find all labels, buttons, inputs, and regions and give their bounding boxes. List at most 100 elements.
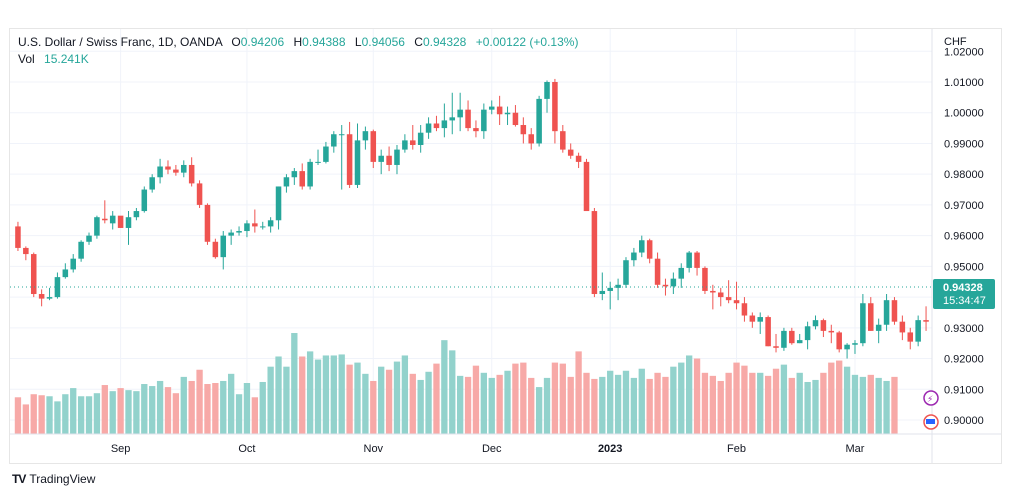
candle-body bbox=[141, 189, 148, 212]
candle-body bbox=[678, 267, 685, 279]
candle-body bbox=[196, 183, 203, 205]
candle-body bbox=[267, 220, 274, 227]
volume-label[interactable]: Vol bbox=[18, 52, 35, 66]
volume-bar bbox=[528, 377, 535, 434]
volume-bar bbox=[488, 377, 495, 434]
candle-body bbox=[133, 211, 140, 218]
candle-body bbox=[212, 241, 219, 258]
price-tick-label: 1.02000 bbox=[944, 46, 984, 58]
price-axis[interactable]: 1.02000 1.01000 1.00000 0.99000 0.98000 0.970… bbox=[944, 46, 984, 427]
volume-bar bbox=[54, 401, 61, 434]
candle-body bbox=[331, 134, 337, 147]
candle-body bbox=[354, 140, 361, 185]
candle-body bbox=[299, 171, 305, 187]
volume-bar bbox=[583, 372, 590, 434]
volume-bar bbox=[30, 394, 37, 434]
volume-bar bbox=[685, 355, 693, 434]
volume-bar bbox=[425, 371, 432, 434]
volume-bar bbox=[417, 379, 424, 434]
candle-body bbox=[804, 326, 811, 341]
candle-body bbox=[781, 330, 787, 348]
candle-body bbox=[125, 217, 132, 228]
time-tick-label: Feb bbox=[727, 443, 746, 455]
candle-body bbox=[252, 223, 258, 227]
candle-body bbox=[433, 123, 440, 129]
candle-body bbox=[852, 343, 858, 345]
volume-bar bbox=[788, 377, 795, 434]
volume-bar bbox=[306, 351, 314, 434]
volume-bar bbox=[843, 366, 851, 434]
candle-body bbox=[236, 231, 242, 233]
volume-bar bbox=[243, 383, 251, 434]
candle-body bbox=[362, 131, 369, 141]
price-tick-label: 0.92000 bbox=[944, 354, 984, 366]
candle-body bbox=[417, 132, 424, 145]
candle-body bbox=[30, 254, 37, 295]
volume-bar bbox=[891, 376, 898, 434]
volume-bar bbox=[859, 376, 867, 434]
volume-bar bbox=[867, 374, 874, 434]
candle-body bbox=[844, 344, 850, 350]
volume-bar bbox=[299, 356, 306, 434]
brand-name: TradingView bbox=[29, 472, 96, 486]
candle-body bbox=[315, 161, 321, 163]
candle-body bbox=[228, 232, 234, 236]
volume-bar bbox=[393, 361, 401, 434]
time-tick-label: Oct bbox=[238, 443, 255, 455]
candle-body bbox=[789, 330, 795, 344]
event-markers[interactable]: ⚡ bbox=[923, 390, 939, 430]
volume-bar bbox=[267, 366, 274, 434]
candle-body bbox=[725, 297, 732, 301]
time-axis[interactable]: Sep Oct Nov Dec 2023 Feb Mar bbox=[111, 443, 865, 455]
candle-body bbox=[378, 155, 384, 162]
candle-body bbox=[473, 128, 479, 132]
volume-bar bbox=[796, 372, 803, 434]
candle-body bbox=[623, 260, 629, 285]
candle-body bbox=[38, 294, 45, 299]
volume-bar bbox=[512, 363, 519, 434]
candle-body bbox=[631, 252, 637, 261]
candle-body bbox=[338, 134, 345, 136]
volume-bar bbox=[330, 355, 337, 434]
chart-frame bbox=[9, 28, 1002, 464]
candle-body bbox=[710, 290, 716, 293]
volume-bar bbox=[520, 362, 527, 434]
volume-bar bbox=[109, 391, 116, 434]
volume-bar bbox=[883, 380, 890, 434]
candle-body bbox=[402, 140, 408, 150]
volume-bar bbox=[362, 373, 369, 434]
symbol-title[interactable]: U.S. Dollar / Swiss Franc, 1D, OANDA bbox=[18, 35, 223, 49]
candle-body bbox=[54, 277, 61, 298]
candle-body bbox=[765, 317, 771, 347]
candle-body bbox=[520, 125, 527, 135]
candle-body bbox=[46, 297, 53, 299]
candle-body bbox=[733, 300, 740, 304]
candle-body bbox=[544, 82, 550, 99]
volume-bar bbox=[433, 363, 440, 434]
change-value: +0.00122 (+0.13%) bbox=[475, 35, 579, 49]
volume-bar bbox=[662, 376, 669, 434]
candle-body bbox=[173, 169, 179, 173]
volume-bar bbox=[259, 381, 266, 434]
tradingview-brand[interactable]: TV TradingView bbox=[12, 472, 95, 486]
volume-bar bbox=[496, 374, 503, 434]
dividend-event-icon[interactable] bbox=[923, 390, 939, 406]
candle-body bbox=[188, 164, 195, 184]
volume-bar bbox=[693, 358, 701, 434]
volume-bar bbox=[70, 388, 77, 434]
candle-body bbox=[78, 241, 84, 259]
volume-bar bbox=[409, 373, 416, 434]
volume-bar bbox=[709, 375, 717, 434]
time-tick-label: Sep bbox=[111, 443, 131, 455]
candle-body bbox=[662, 284, 669, 287]
volume-bar bbox=[314, 359, 322, 434]
volume-bar bbox=[622, 370, 630, 434]
candle-body bbox=[868, 303, 874, 331]
chart-legend: U.S. Dollar / Swiss Franc, 1D, OANDA O0.… bbox=[18, 34, 578, 68]
volume-bar bbox=[772, 368, 780, 434]
volume-bar bbox=[46, 396, 53, 434]
last-price-badge: 0.94328 15:34:47 bbox=[933, 279, 995, 310]
price-tick-label: 0.98000 bbox=[944, 169, 984, 181]
low-value: 0.94056 bbox=[361, 35, 405, 49]
